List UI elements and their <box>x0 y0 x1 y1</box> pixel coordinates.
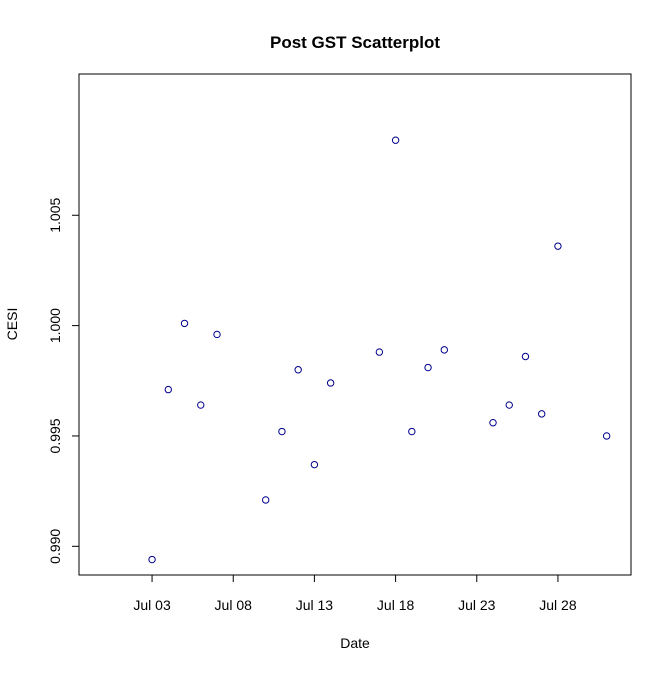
plot-frame <box>78 73 632 576</box>
x-axis: Jul 03 Jul 08 Jul 13 Jul 18 Jul 23 Jul 28 <box>133 574 577 613</box>
y-tick-label: 1.000 <box>47 308 63 343</box>
y-axis: 0.990 0.995 1.000 1.005 <box>47 198 80 564</box>
data-point <box>278 427 286 436</box>
x-tick-label: Jul 28 <box>539 597 577 613</box>
data-point <box>521 352 530 361</box>
x-tick-label: Jul 23 <box>458 597 496 613</box>
data-point <box>505 401 513 409</box>
x-tick-label: Jul 13 <box>296 597 334 613</box>
x-tick-label: Jul 08 <box>215 597 253 613</box>
y-tick-label: 1.005 <box>47 198 63 233</box>
data-point <box>375 348 384 356</box>
x-tick-label: Jul 18 <box>377 597 415 613</box>
data-point <box>180 319 189 328</box>
data-point <box>310 460 319 469</box>
y-tick-label: 0.990 <box>47 529 63 564</box>
y-tick-label: 0.995 <box>47 418 63 453</box>
data-point <box>538 410 546 418</box>
data-point <box>294 366 302 374</box>
data-point <box>554 242 562 250</box>
data-point <box>326 379 335 387</box>
x-axis-title: Date <box>340 635 370 651</box>
data-point <box>197 401 205 409</box>
points-layer <box>148 136 611 564</box>
x-tick-label: Jul 03 <box>133 597 171 613</box>
data-point <box>424 363 432 372</box>
data-point <box>489 419 497 427</box>
data-point <box>602 432 611 440</box>
data-point <box>440 346 448 354</box>
y-axis-title: CESI <box>4 308 20 341</box>
data-point <box>213 330 221 339</box>
data-point <box>408 427 416 436</box>
data-point <box>148 555 156 564</box>
data-point <box>262 496 270 504</box>
data-point <box>391 136 400 144</box>
data-point <box>164 385 172 394</box>
chart-title: Post GST Scatterplot <box>270 33 440 52</box>
